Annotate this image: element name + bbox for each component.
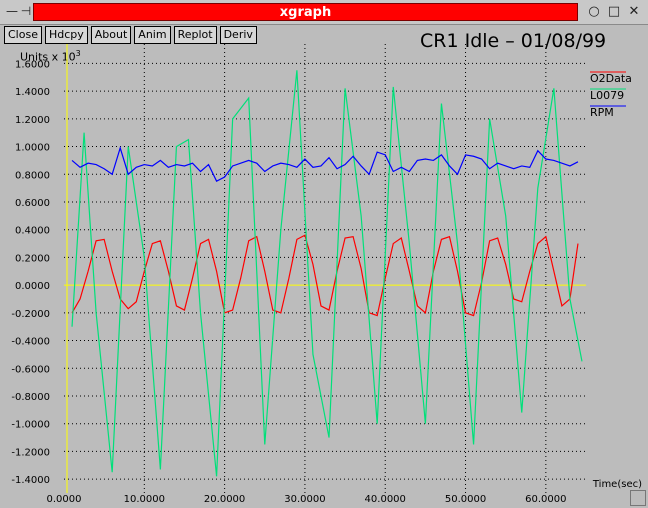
- deriv-button[interactable]: Deriv: [219, 26, 257, 44]
- window-titlebar[interactable]: — ⊣ xgraph ○ □ ✕: [0, 0, 648, 25]
- y-tick-label: -0.8000: [11, 392, 50, 403]
- y-tick-label: -1.0000: [11, 420, 50, 431]
- replot-button[interactable]: Replot: [173, 26, 217, 44]
- close-icon[interactable]: ✕: [628, 4, 640, 19]
- series-line-rpm: [71, 145, 579, 183]
- y-tick-label: -1.4000: [11, 475, 50, 486]
- x-tick-label: 10.0000: [124, 494, 165, 505]
- close-button[interactable]: Close: [4, 26, 42, 44]
- y-tick-label: 1.6000: [15, 59, 50, 70]
- y-tick-label: 0.2000: [15, 253, 50, 264]
- window-title: xgraph: [33, 3, 578, 21]
- maximize-icon[interactable]: □: [607, 4, 621, 19]
- plot-title: CR1 Idle – 01/08/99: [420, 30, 607, 52]
- y-tick-label: 1.0000: [15, 143, 50, 154]
- series-line-l0079: [71, 70, 583, 477]
- resize-grip[interactable]: [630, 490, 646, 506]
- about-button[interactable]: About: [90, 26, 132, 44]
- y-tick-label: 1.4000: [15, 87, 50, 98]
- x-tick-label: 60.0000: [525, 494, 566, 505]
- series-line-o2data: [71, 234, 579, 317]
- y-tick-label: 0.6000: [15, 198, 50, 209]
- y-tick-label: -0.4000: [11, 337, 50, 348]
- x-axis-label: Time(sec): [592, 479, 642, 490]
- y-tick-label: 1.2000: [15, 115, 50, 126]
- legend-rpm: RPM: [590, 106, 614, 119]
- legend-o2data: O2Data: [590, 72, 632, 85]
- toolbar: Close Hdcpy About Anim Replot Deriv: [4, 26, 257, 44]
- y-tick-label: 0.8000: [15, 170, 50, 181]
- x-tick-label: 0.0000: [47, 494, 82, 505]
- circle-icon[interactable]: ○: [588, 4, 600, 19]
- y-tick-label: -0.2000: [11, 309, 50, 320]
- y-tick-label: 0.4000: [15, 226, 50, 237]
- y-tick-label: 0.0000: [15, 281, 50, 292]
- x-tick-label: 30.0000: [284, 494, 325, 505]
- y-tick-label: -1.2000: [11, 447, 50, 458]
- x-tick-label: 50.0000: [445, 494, 486, 505]
- x-tick-label: 40.0000: [365, 494, 406, 505]
- hdcpy-button[interactable]: Hdcpy: [44, 26, 88, 44]
- x-tick-label: 20.0000: [204, 494, 245, 505]
- minus-icon[interactable]: —: [6, 4, 18, 18]
- y-tick-label: -0.6000: [11, 364, 50, 375]
- anim-button[interactable]: Anim: [134, 26, 171, 44]
- legend-l0079: L0079: [590, 89, 625, 102]
- pin-icon[interactable]: ⊣: [20, 4, 32, 18]
- units-label: Units x 103: [20, 49, 81, 64]
